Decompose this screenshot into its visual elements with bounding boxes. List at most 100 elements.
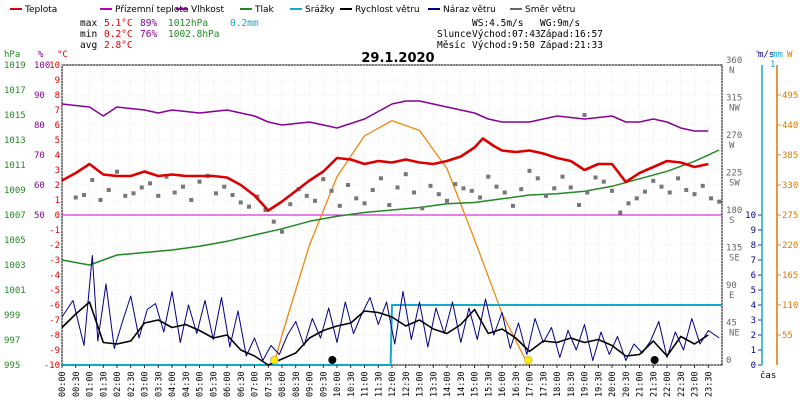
pressure-line — [61, 149, 720, 266]
wind-direction-point — [403, 172, 408, 177]
wind-direction-point — [362, 201, 367, 206]
celsius-tick-label: 6 — [55, 121, 60, 131]
ms-tick-label: 1 — [751, 346, 756, 356]
wind-direction-point — [568, 185, 573, 190]
hpa-tick-label: 1015 — [4, 111, 26, 121]
wind-direction-point — [469, 188, 474, 193]
wind-direction-point — [395, 185, 400, 190]
sun-set: Západ:16:57 — [540, 29, 603, 40]
percent-tick-label: 100 — [34, 61, 50, 71]
wind-direction-point — [618, 210, 623, 215]
time-tick-label: 15:30 — [484, 371, 494, 397]
direction-compass-label: NW — [729, 104, 740, 114]
stat-max-hum: 89% — [140, 18, 157, 29]
direction-compass-label: SE — [729, 254, 740, 264]
wind-direction-point — [346, 183, 350, 187]
wind-direction-point — [131, 191, 136, 196]
unit-celsius: °C — [57, 50, 68, 60]
stat-min-press: 1002.8hPa — [168, 29, 219, 40]
wind-direction-point — [634, 196, 639, 201]
celsius-tick-label: 7 — [55, 106, 60, 116]
axis-unit-labels: hPa % °C ° m/s mm W čas — [4, 50, 793, 381]
direction-compass-label: SW — [729, 179, 740, 189]
wm2-tick-label: 220 — [782, 241, 798, 251]
time-tick-label: 00:00 — [58, 371, 68, 397]
chart-title: 29.1.2020 — [361, 51, 434, 66]
celsius-tick-label: 0 — [55, 211, 60, 221]
time-tick-label: 20:30 — [622, 371, 632, 397]
humidity-line — [61, 100, 709, 132]
time-tick-label: 14:30 — [457, 371, 467, 397]
hpa-tick-label: 1009 — [4, 186, 26, 196]
wm2-tick-label: 55 — [782, 331, 793, 341]
wind-direction-point — [82, 193, 86, 197]
wind-direction-point — [329, 188, 334, 193]
direction-tick-label: 135 — [726, 244, 742, 254]
celsius-tick-label: -9 — [49, 346, 60, 356]
direction-tick-label: 270 — [726, 131, 742, 141]
wind-direction-point — [486, 174, 491, 179]
wind-direction-point — [230, 193, 235, 197]
stat-max-press: 1012hPa — [168, 18, 208, 29]
unit-ms: m/s — [758, 50, 774, 60]
wind-direction-point — [337, 203, 342, 208]
wind-direction-point — [700, 183, 705, 188]
wind-direction-point — [139, 185, 144, 190]
celsius-tick-label: -10 — [44, 361, 60, 371]
time-tick-label: 04:00 — [168, 371, 178, 397]
time-tick-label: 20:00 — [608, 371, 618, 397]
celsius-tick-label: -5 — [49, 286, 60, 296]
wm2-tick-label: 275 — [782, 211, 798, 221]
hpa-tick-label: 999 — [4, 311, 20, 321]
time-tick-label: 03:30 — [154, 371, 164, 397]
unit-percent: % — [38, 50, 44, 60]
stat-min-temp: 0.2°C — [104, 29, 133, 40]
wm2-tick-label: 330 — [782, 181, 798, 191]
wind-gust-line — [61, 255, 720, 361]
wind-direction-point — [73, 195, 78, 200]
direction-compass-label: N — [729, 66, 734, 76]
time-tick-label: 08:00 — [278, 371, 288, 397]
time-tick-label: 02:00 — [113, 371, 123, 397]
time-tick-label: 19:00 — [581, 371, 591, 397]
time-tick-label: 22:00 — [663, 371, 673, 397]
ms-tick-label: 7 — [751, 256, 756, 266]
celsius-tick-label: -3 — [49, 256, 60, 266]
time-tick-label: 19:30 — [594, 371, 604, 397]
wind-direction-point — [214, 191, 218, 196]
time-tick-label: 11:30 — [374, 371, 384, 397]
moon-marker — [328, 356, 337, 364]
ms-tick-label: 4 — [751, 301, 756, 311]
wind-direction-point — [552, 186, 557, 191]
time-tick-label: 11:00 — [361, 371, 371, 397]
direction-compass-label: E — [729, 291, 734, 301]
wind-direction-point — [189, 198, 194, 202]
wind-direction-point — [90, 178, 95, 182]
wm2-tick-label: 440 — [782, 121, 798, 131]
direction-tick-label: 315 — [726, 94, 742, 104]
wind-direction-point — [626, 201, 631, 206]
sun-label: Slunce — [437, 29, 472, 40]
wind-direction-point — [181, 184, 185, 189]
wind-direction-point — [321, 177, 326, 182]
time-tick-label: 18:00 — [553, 371, 563, 397]
celsius-tick-label: 5 — [55, 136, 60, 146]
wind-direction-point — [263, 208, 268, 212]
wind-direction-point — [164, 174, 169, 179]
wind-direction-point — [593, 175, 598, 180]
time-tick-label: 21:30 — [649, 371, 659, 397]
wind-direction-point — [453, 182, 458, 187]
direction-tick-label: 90 — [726, 281, 737, 291]
wind-direction-point — [148, 181, 152, 186]
wind-direction-point — [527, 168, 532, 173]
moon-marker — [650, 356, 659, 364]
ms-tick-label: 10 — [745, 211, 756, 221]
time-tick-label: 01:00 — [86, 371, 96, 397]
stat-avg-temp: 2.8°C — [104, 40, 133, 51]
time-tick-label: 02:30 — [127, 371, 137, 397]
wind-direction-point — [172, 190, 177, 195]
wm2-tick-label: 385 — [782, 151, 798, 161]
time-tick-label: 04:30 — [182, 371, 192, 397]
celsius-tick-label: 1 — [55, 196, 60, 206]
celsius-tick-label: 4 — [55, 151, 60, 161]
